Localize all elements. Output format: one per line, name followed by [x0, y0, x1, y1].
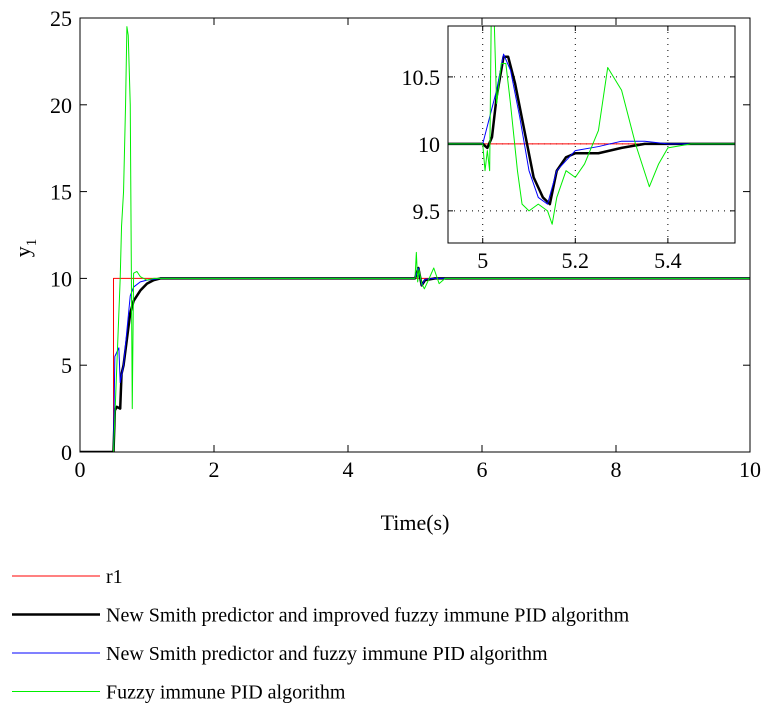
axes-frame	[79, 17, 751, 453]
y-tick-label: 5	[61, 353, 72, 378]
x-tick-label: 4	[343, 457, 354, 482]
x-tick-label: 8	[611, 457, 622, 482]
axes-frame	[447, 25, 736, 244]
x-tick-label: 10	[739, 457, 761, 482]
legend-label: New Smith predictor and fuzzy immune PID…	[106, 643, 548, 665]
series-group	[80, 26, 750, 452]
series-line	[448, 26, 735, 225]
x-tick-label: 5.2	[562, 248, 590, 273]
y-tick-label: 9.5	[413, 199, 441, 224]
y-tick-label: 15	[50, 180, 72, 205]
y-tick-label: 10	[50, 266, 72, 291]
legend-label: New Smith predictor and improved fuzzy i…	[106, 605, 630, 627]
x-tick-label: 6	[477, 457, 488, 482]
series-line	[80, 26, 750, 452]
series-line	[448, 55, 735, 206]
legend-label: r1	[106, 566, 123, 588]
x-tick-label: 5	[477, 248, 488, 273]
y-tick-label: 25	[50, 6, 72, 31]
series-line	[448, 53, 735, 205]
x-tick-label: 2	[209, 457, 220, 482]
legend-label: Fuzzy immune PID algorithm	[106, 682, 346, 704]
y-axis-label-base: y	[10, 246, 35, 257]
y-tick-label: 0	[61, 440, 72, 465]
y-tick-label: 10.5	[402, 65, 441, 90]
x-axis-label: Time(s)	[381, 510, 450, 535]
series-group	[448, 26, 735, 225]
y-axis-label-subscript: 1	[24, 239, 40, 247]
x-tick-label: 0	[75, 457, 86, 482]
y-tick-label: 20	[50, 93, 72, 118]
y-axis-label: y1	[10, 239, 40, 258]
x-tick-label: 5.4	[654, 248, 682, 273]
y-tick-label: 10	[418, 132, 440, 157]
